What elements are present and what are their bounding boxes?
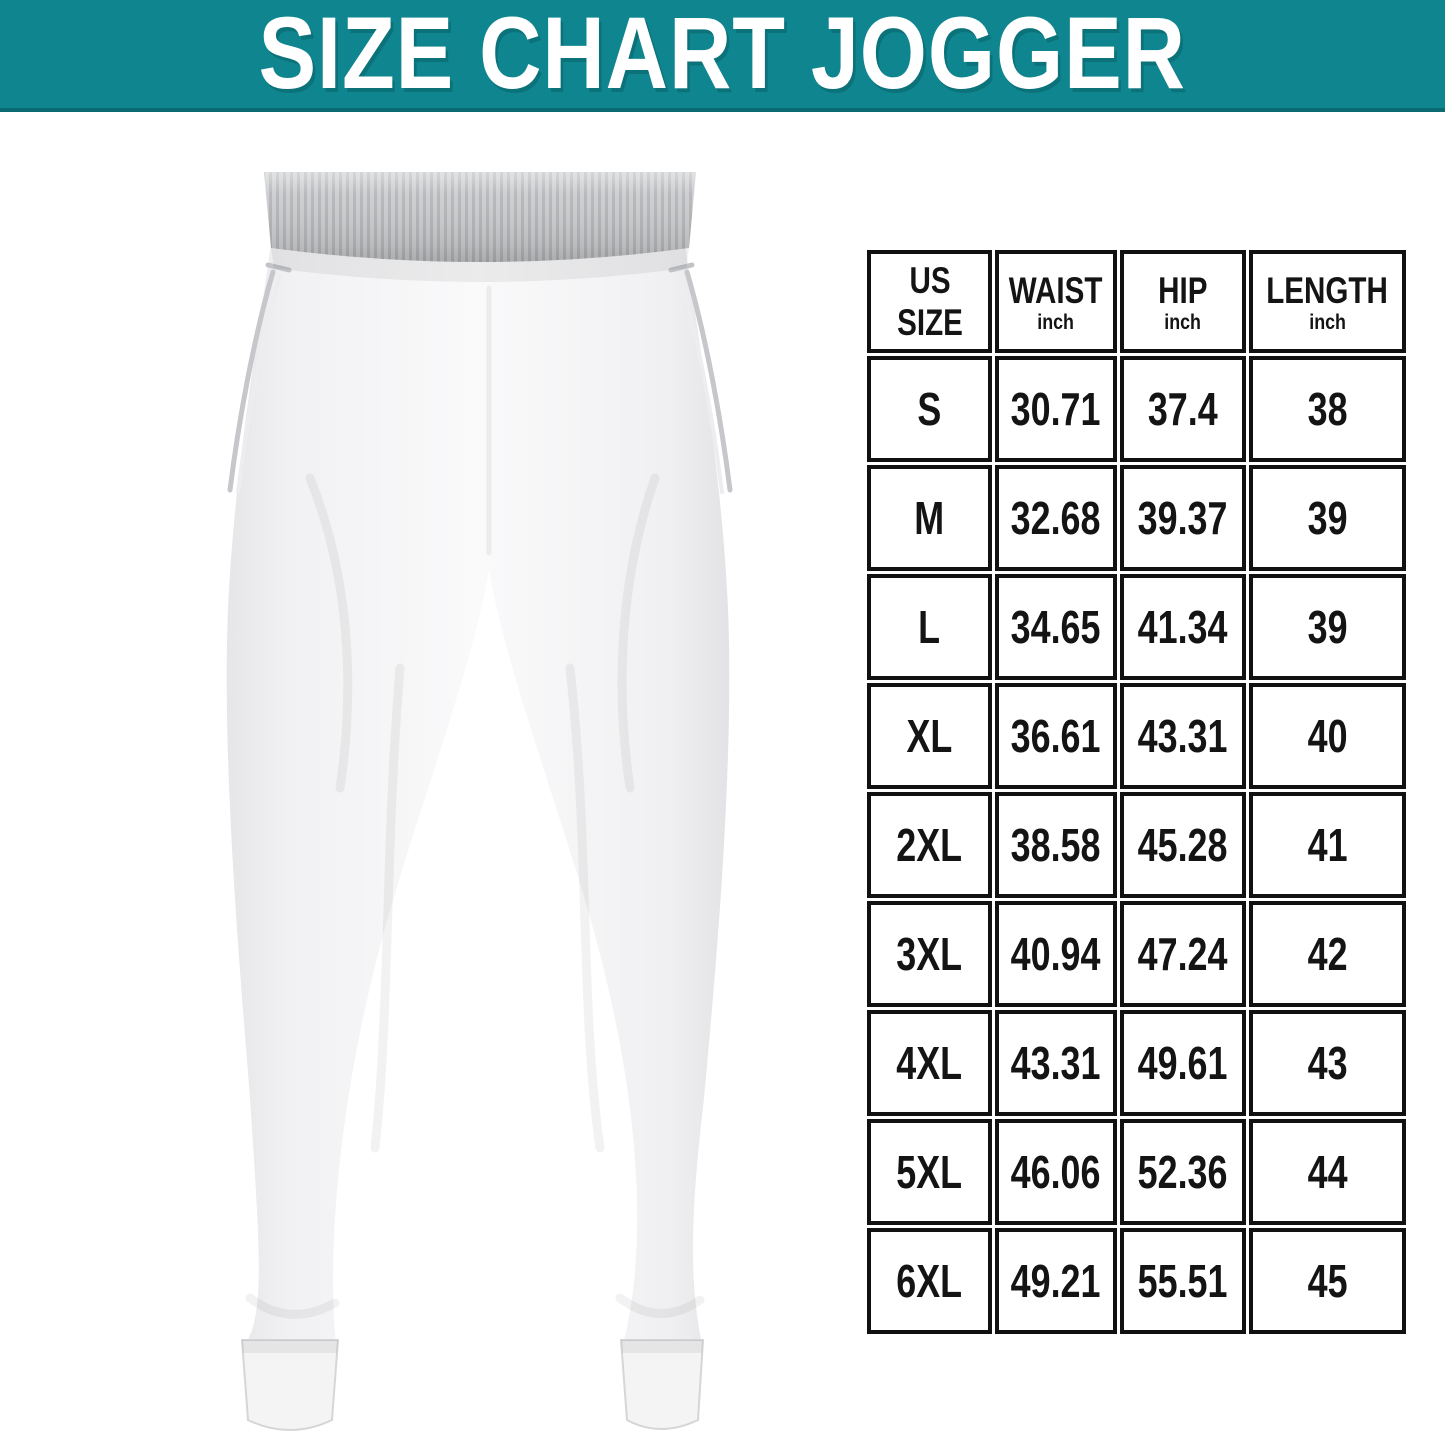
jogger-pants-illustration (226, 172, 733, 1431)
length-cell: 45 (1249, 1228, 1406, 1334)
length-cell: 44 (1249, 1119, 1406, 1225)
hip-cell: 45.28 (1120, 792, 1246, 898)
header-cell-length: LENGTH inch (1249, 250, 1406, 353)
waist-cell: 40.94 (995, 901, 1117, 1007)
hip-cell: 47.24 (1120, 901, 1246, 1007)
waist-cell: 49.21 (995, 1228, 1117, 1334)
size-cell: XL (867, 683, 992, 789)
size-chart-table: US SIZE WAIST inch HIP inch LENGTH inch … (867, 250, 1406, 1334)
column-unit: inch (1164, 310, 1202, 334)
column-label: HIP (1158, 270, 1208, 312)
header-cell-us-size: US SIZE (867, 250, 992, 353)
waistband (264, 172, 696, 262)
hip-cell: 52.36 (1120, 1119, 1246, 1225)
size-cell: 2XL (867, 792, 992, 898)
cuff-right (619, 1339, 705, 1430)
column-label: US SIZE (896, 260, 963, 343)
hip-cell: 43.31 (1120, 683, 1246, 789)
length-cell: 38 (1249, 356, 1406, 462)
waistband-shadow (271, 248, 689, 282)
hip-cell: 41.34 (1120, 574, 1246, 680)
hip-cell: 37.4 (1120, 356, 1246, 462)
length-cell: 40 (1249, 683, 1406, 789)
size-cell: S (867, 356, 992, 462)
page-title: SIZE CHART JOGGER (258, 0, 1187, 111)
hip-cell: 55.51 (1120, 1228, 1246, 1334)
length-cell: 39 (1249, 465, 1406, 571)
size-cell: L (867, 574, 992, 680)
waist-cell: 30.71 (995, 356, 1117, 462)
hip-cell: 49.61 (1120, 1010, 1246, 1116)
column-unit: inch (1309, 310, 1346, 334)
header-cell-hip: HIP inch (1120, 250, 1246, 353)
cuff-left (240, 1339, 340, 1431)
title-banner: SIZE CHART JOGGER (0, 0, 1445, 112)
waist-cell: 32.68 (995, 465, 1117, 571)
length-cell: 43 (1249, 1010, 1406, 1116)
size-cell: 4XL (867, 1010, 992, 1116)
jogger-product-image (150, 148, 840, 1445)
size-cell: 5XL (867, 1119, 992, 1225)
waist-cell: 38.58 (995, 792, 1117, 898)
size-cell: M (867, 465, 992, 571)
length-cell: 41 (1249, 792, 1406, 898)
pants-body (226, 244, 730, 1344)
header-cell-waist: WAIST inch (995, 250, 1117, 353)
pocket-slit-left (227, 262, 292, 494)
pocket-slit-right (668, 262, 733, 494)
waist-cell: 34.65 (995, 574, 1117, 680)
size-cell: 3XL (867, 901, 992, 1007)
length-cell: 42 (1249, 901, 1406, 1007)
fabric-folds (245, 285, 705, 1319)
waist-cell: 36.61 (995, 683, 1117, 789)
waist-cell: 46.06 (995, 1119, 1117, 1225)
length-cell: 39 (1249, 574, 1406, 680)
column-unit: inch (1037, 310, 1075, 334)
column-label: WAIST (1009, 270, 1103, 312)
column-label: LENGTH (1266, 270, 1389, 312)
size-cell: 6XL (867, 1228, 992, 1334)
hip-cell: 39.37 (1120, 465, 1246, 571)
waist-cell: 43.31 (995, 1010, 1117, 1116)
